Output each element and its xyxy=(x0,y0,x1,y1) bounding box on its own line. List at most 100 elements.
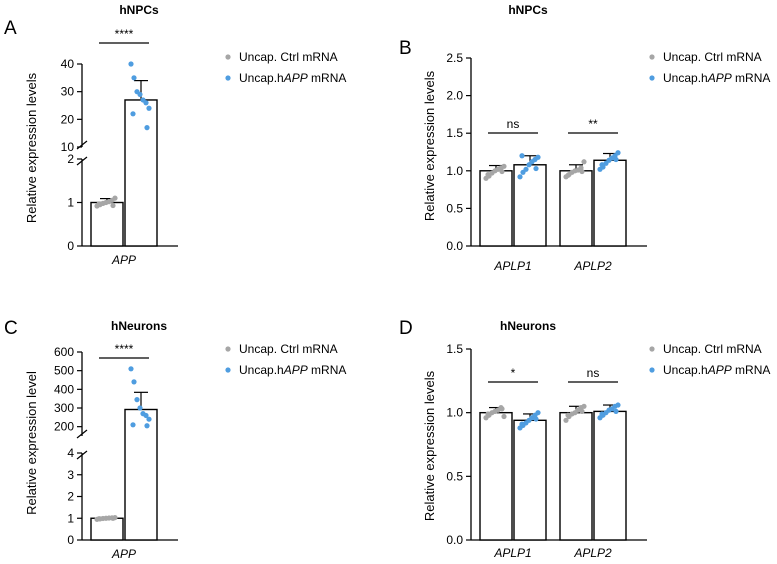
y-tick-label: 300 xyxy=(54,401,74,415)
data-point xyxy=(137,405,143,411)
y-axis-label: Relative expression levels xyxy=(422,70,437,221)
y-tick-label: 1 xyxy=(67,511,74,525)
x-category-label: APP xyxy=(111,253,136,267)
y-tick-label: 600 xyxy=(54,345,74,359)
y-tick-label: 10 xyxy=(61,140,75,154)
y-tick-label: 2.5 xyxy=(446,51,463,65)
y-tick-label: 0.5 xyxy=(446,201,463,215)
data-point xyxy=(144,423,150,429)
data-point xyxy=(131,75,137,81)
legend-marker xyxy=(225,367,231,373)
data-point xyxy=(579,408,585,414)
data-point xyxy=(535,410,541,416)
x-category-label: APP xyxy=(111,547,136,561)
chart-title: hNeurons xyxy=(500,319,556,333)
chart-title: hNeurons xyxy=(111,319,167,333)
legend-label: Uncap.hAPP mRNA xyxy=(663,71,770,85)
data-point xyxy=(581,159,587,165)
y-tick-label: 4 xyxy=(67,446,74,460)
y-tick-label: 0 xyxy=(67,239,74,253)
chart-title: hNPCs xyxy=(508,3,548,17)
bar xyxy=(479,170,513,247)
bar xyxy=(593,410,627,541)
legend-marker xyxy=(225,75,231,81)
bar xyxy=(124,408,158,541)
y-tick-label: 0 xyxy=(67,533,74,547)
y-axis-label: Relative expression levels xyxy=(422,370,437,521)
data-point xyxy=(128,61,134,67)
data-point xyxy=(565,412,571,418)
legend-label: Uncap. Ctrl mRNA xyxy=(663,50,762,64)
y-tick-label: 2 xyxy=(67,490,74,504)
data-point xyxy=(146,105,152,111)
y-tick-label: 1.0 xyxy=(446,164,463,178)
bar xyxy=(124,99,158,247)
data-point xyxy=(563,417,569,423)
data-point xyxy=(565,172,571,178)
data-point xyxy=(581,403,587,409)
bar xyxy=(513,419,547,541)
bar xyxy=(90,201,124,247)
data-point xyxy=(615,150,621,156)
y-tick-label: 2.0 xyxy=(446,89,463,103)
data-point xyxy=(146,416,152,422)
y-tick-label: 500 xyxy=(54,364,74,378)
data-point xyxy=(517,174,523,180)
panel-label: D xyxy=(399,318,413,339)
y-axis-label: Relative expression levels xyxy=(24,72,39,223)
y-tick-label: 2 xyxy=(67,152,74,166)
data-point xyxy=(96,516,102,522)
significance-label: **** xyxy=(115,27,134,41)
chart-title: hNPCs xyxy=(119,3,159,17)
axis-break-mark xyxy=(76,140,88,150)
data-point xyxy=(579,168,585,175)
data-point xyxy=(615,402,621,408)
y-tick-label: 20 xyxy=(61,112,75,126)
y-tick-label: 40 xyxy=(61,57,75,71)
data-point xyxy=(501,163,507,169)
data-point xyxy=(519,153,525,159)
legend-marker xyxy=(649,346,655,352)
y-tick-label: 400 xyxy=(54,382,74,396)
legend-marker xyxy=(649,367,655,373)
bar xyxy=(559,411,593,541)
legend-label: Uncap.hAPP mRNA xyxy=(239,71,346,85)
data-point xyxy=(128,366,134,372)
significance-label: ** xyxy=(588,117,598,131)
axis-break-mark xyxy=(76,450,88,460)
significance-label: **** xyxy=(115,342,134,356)
data-point xyxy=(110,202,116,209)
data-point xyxy=(485,411,491,417)
legend-marker xyxy=(649,75,655,81)
x-category-label: APLP2 xyxy=(573,259,612,273)
legend-marker xyxy=(225,54,231,60)
legend-label: Uncap.hAPP mRNA xyxy=(239,363,346,377)
y-tick-label: 1 xyxy=(67,196,74,210)
significance-label: ns xyxy=(507,117,520,131)
data-point xyxy=(485,171,491,178)
x-category-label: APLP2 xyxy=(573,546,612,560)
data-point xyxy=(499,168,505,175)
data-point xyxy=(137,91,143,98)
bar xyxy=(559,170,593,247)
y-tick-label: 1.5 xyxy=(446,126,463,140)
data-point xyxy=(523,166,529,172)
y-tick-label: 0.5 xyxy=(446,469,463,483)
legend-label: Uncap.hAPP mRNA xyxy=(663,363,770,377)
y-tick-label: 1.0 xyxy=(446,406,463,420)
data-point xyxy=(599,162,605,168)
data-point xyxy=(613,408,619,414)
axis-break-mark xyxy=(76,156,88,166)
data-point xyxy=(533,416,539,422)
data-point xyxy=(131,379,137,385)
data-point xyxy=(143,412,149,419)
legend-marker xyxy=(225,346,231,352)
y-tick-label: 3 xyxy=(67,468,74,482)
bar xyxy=(479,411,513,541)
data-point xyxy=(130,422,136,428)
